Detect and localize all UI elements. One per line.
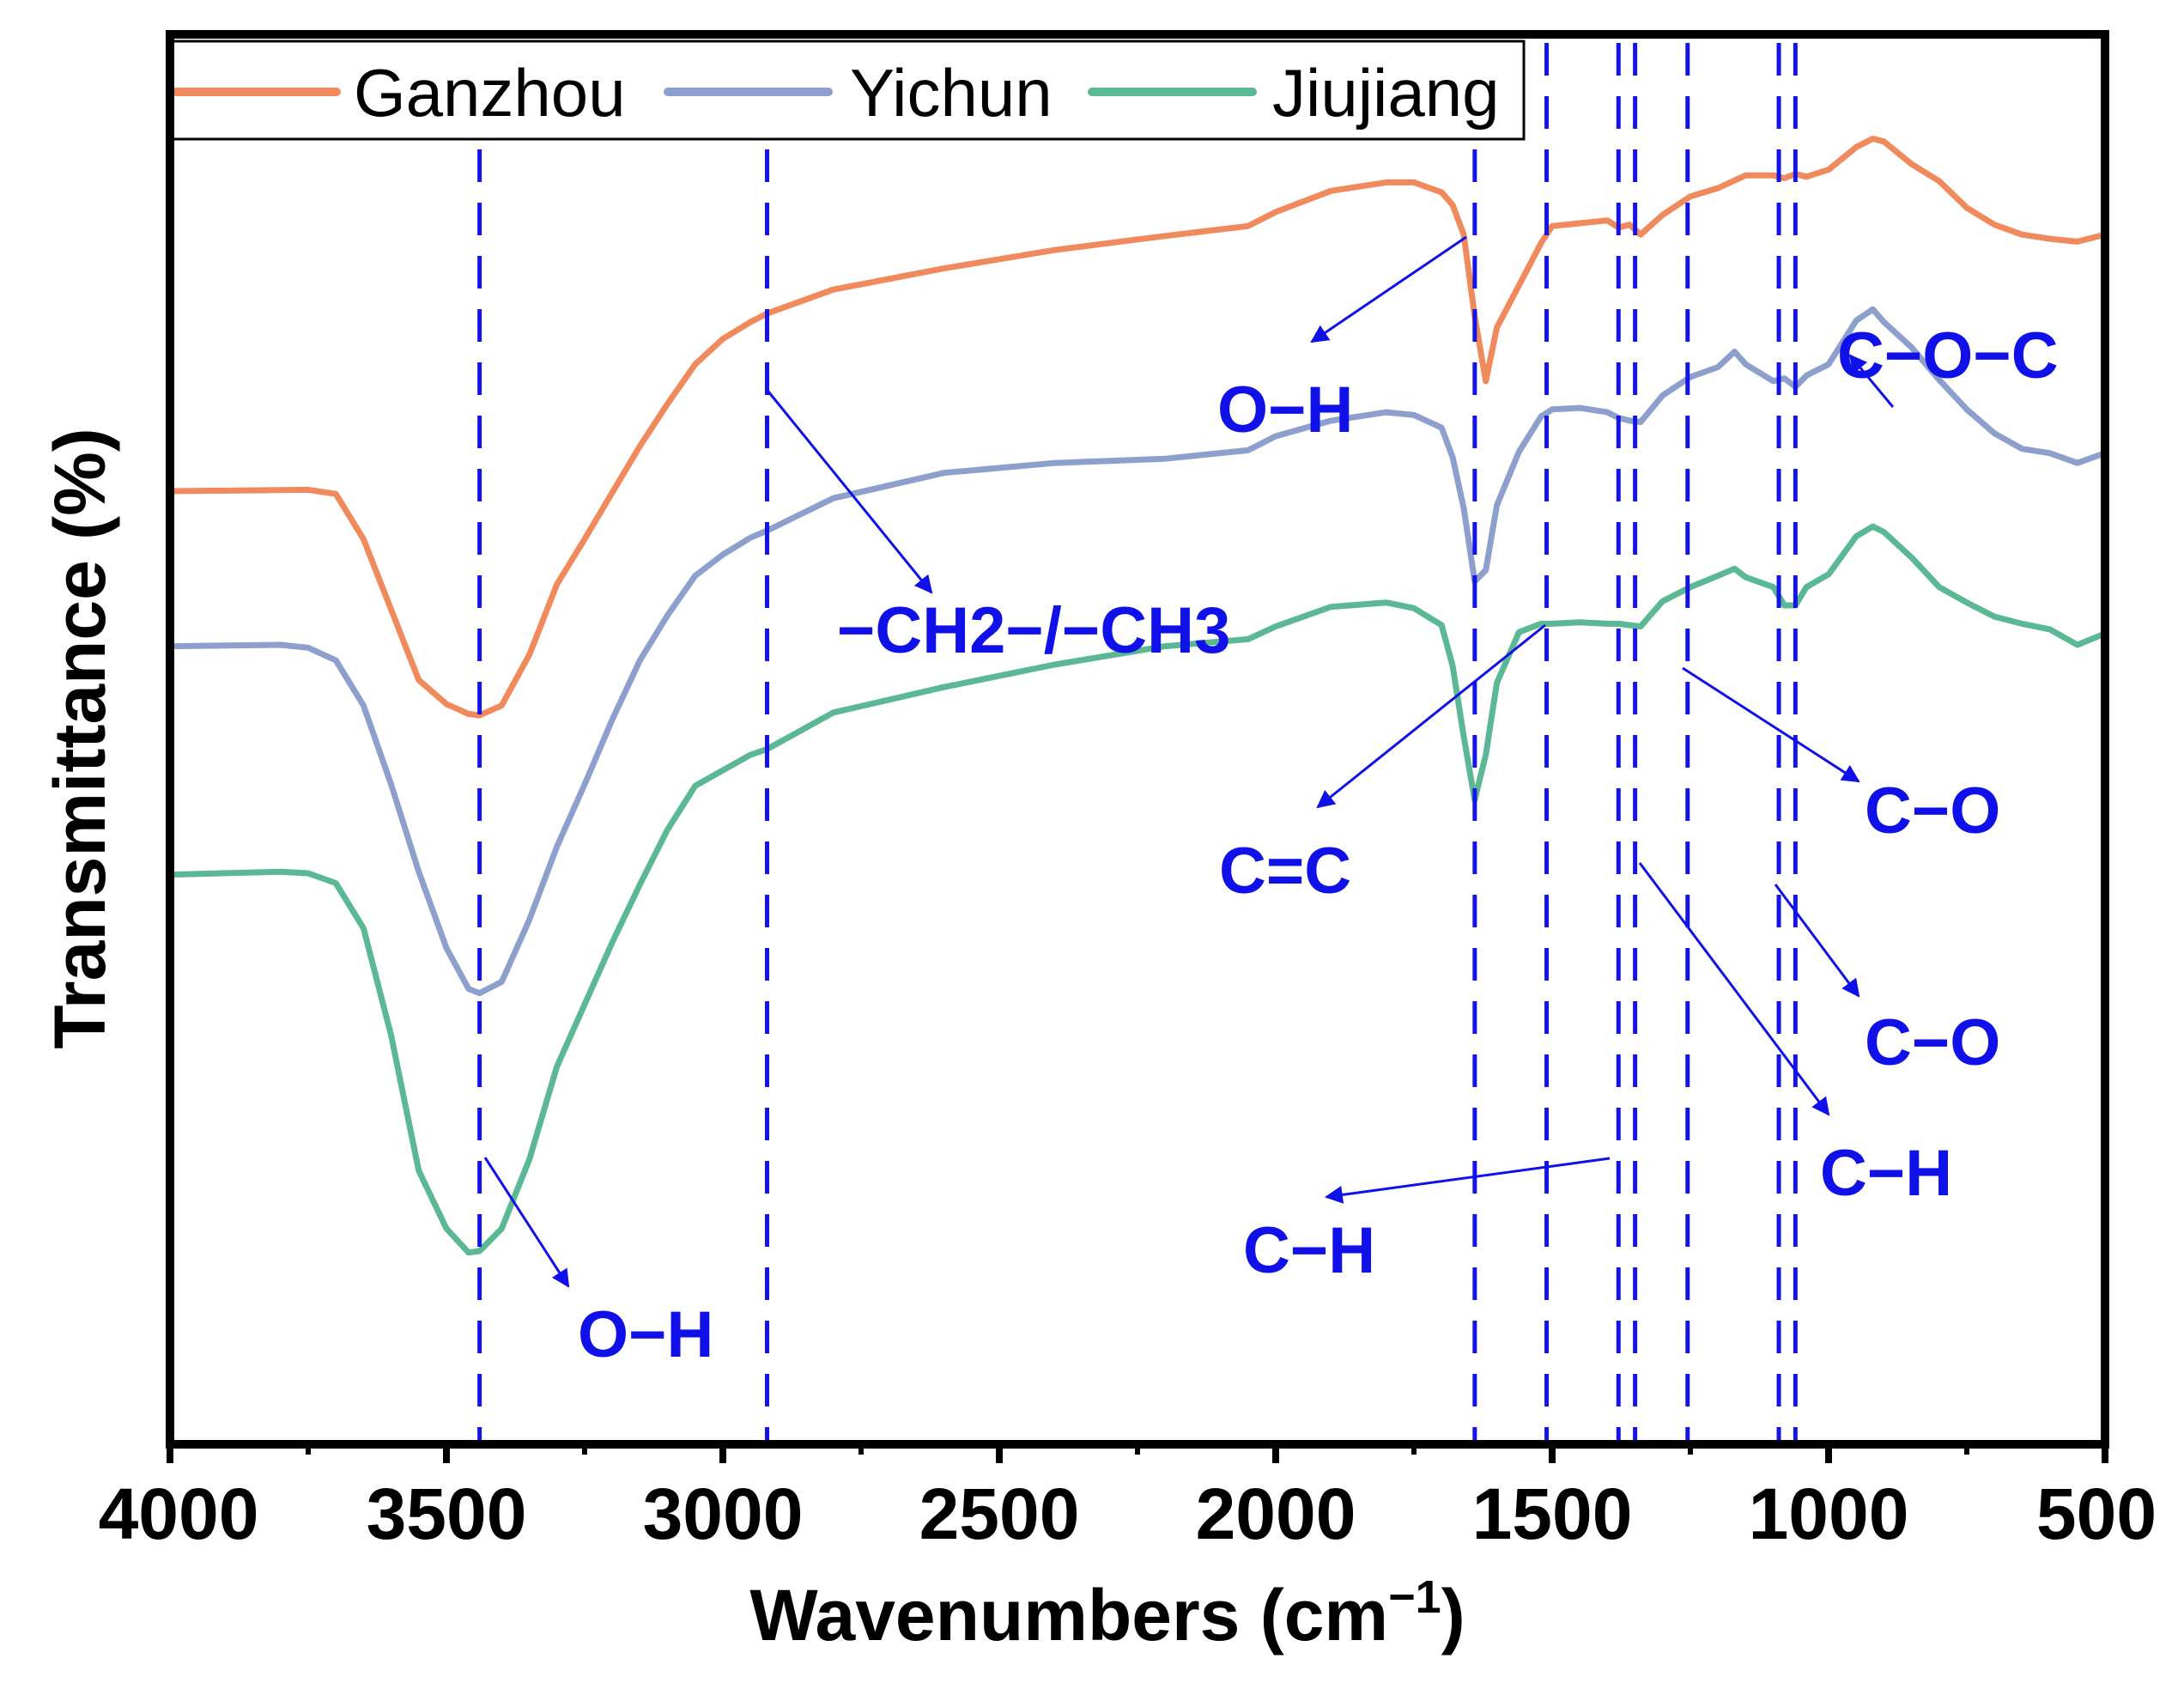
annotation-label: O−H: [1217, 374, 1353, 447]
x-tick-label: 2500: [919, 1473, 1080, 1554]
annotation-label: C−O: [1865, 775, 2000, 848]
annotation-arrow: [1682, 666, 1860, 783]
legend-label-yichun: Yichun: [850, 55, 1053, 131]
x-tick-label: 1500: [1472, 1473, 1633, 1554]
annotation-arrows: [483, 235, 1895, 1288]
series-line-ganzhou: [167, 136, 2108, 719]
x-tick-label: 4000: [99, 1473, 259, 1554]
plot-frame: [166, 30, 2109, 1449]
legend-label-ganzhou: Ganzhou: [354, 55, 626, 131]
x-tick-label: 1000: [1749, 1473, 1909, 1554]
annotation-label: −CH2−/−CH3: [837, 594, 1230, 667]
legend: Ganzhou Yichun Jiujiang: [166, 39, 1526, 141]
legend-label-jiujiang: Jiujiang: [1272, 55, 1500, 131]
x-tick-label: 3500: [367, 1473, 527, 1554]
annotation-label: C−H: [1820, 1137, 1952, 1210]
series-line-jiujiang: [167, 523, 2108, 1256]
x-tick-label: 2000: [1196, 1473, 1356, 1554]
annotation-arrow: [1310, 235, 1467, 343]
x-tick-label: 500: [2036, 1473, 2157, 1554]
annotation-arrow: [483, 1157, 570, 1288]
annotation-label: C=C: [1219, 835, 1351, 908]
x-tick-label: 3000: [643, 1473, 804, 1554]
annotation-label: O−H: [578, 1298, 713, 1371]
annotation-arrow: [1316, 623, 1546, 809]
marker-lines: [477, 43, 1798, 1441]
series-layer: [167, 136, 2108, 1256]
x-axis-title: Wavenumbers (cm−1): [749, 1571, 1465, 1656]
annotation-arrow: [767, 391, 933, 594]
annotation-arrow: [1638, 862, 1830, 1116]
annotation-arrow: [1324, 1157, 1611, 1204]
series-line-yichun: [167, 306, 2108, 997]
annotation-label: C−H: [1243, 1214, 1375, 1287]
annotation-arrow: [1774, 884, 1860, 998]
y-axis-title: Transmittance (%): [39, 428, 120, 1049]
annotation-labels: O−H O−H −CH2−/−CH3 C=C C−O−C C−O C−O C−H C−H: [578, 319, 2059, 1371]
annotation-arrow: [1848, 354, 1895, 408]
x-axis-ticks: 4000 3500 3000 2500 2000 1500 1000 500: [99, 1444, 2157, 1554]
legend-box: [166, 39, 1526, 141]
annotation-label: C−O−C: [1837, 319, 2059, 392]
annotation-label: C−O: [1865, 1006, 2000, 1079]
